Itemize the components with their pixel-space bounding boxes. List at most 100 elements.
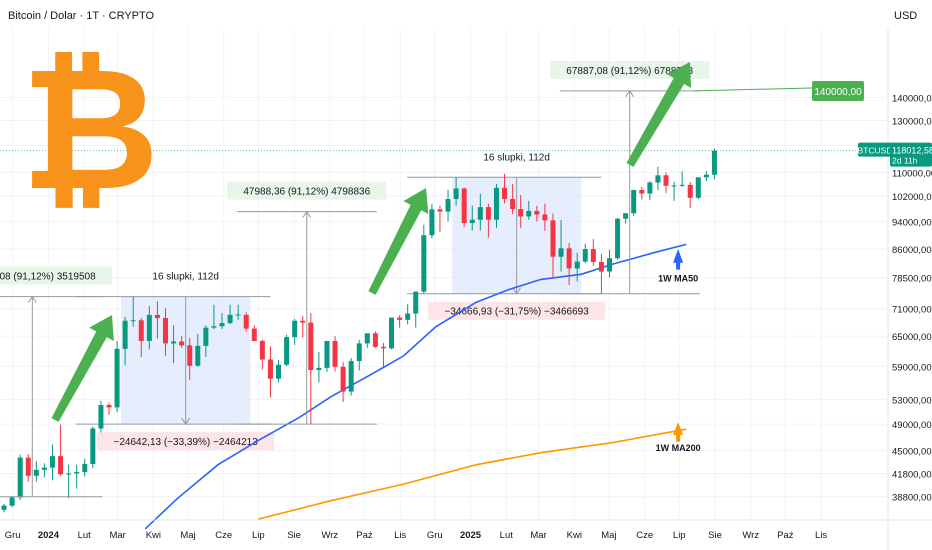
trend-arrow-shape (51, 314, 114, 422)
candle (74, 472, 80, 474)
time-tick-label: Sie (287, 530, 301, 541)
time-tick-label: Lis (394, 530, 406, 541)
candle (106, 404, 112, 408)
currency-label[interactable]: USD (894, 10, 917, 22)
candle (679, 184, 685, 186)
candle (324, 340, 330, 368)
rise-badge (0, 266, 113, 285)
price-tick-label: 53000,00 (892, 396, 932, 407)
time-tick-label: Lis (815, 530, 827, 541)
ma200-path (258, 428, 687, 520)
time-tick-label: 2024 (38, 530, 60, 541)
candle (631, 189, 637, 214)
range-change-label: −24642,13 (−33,39%) −2464213 (114, 437, 259, 448)
time-tick-label: Cze (215, 530, 232, 541)
candle (615, 218, 621, 259)
candle (332, 340, 338, 367)
candle (380, 346, 386, 349)
candle (66, 473, 72, 475)
price-tick-label: 71000,00 (892, 305, 932, 316)
candle (493, 187, 499, 220)
price-tick-label: 65000,00 (892, 332, 932, 343)
time-tick-label: Wrz (321, 530, 338, 541)
price-tick-label: 41800,00 (892, 470, 932, 481)
candle (227, 314, 233, 324)
target-badge (812, 81, 864, 101)
symbol-label: BTCUSD (858, 146, 893, 156)
ma200-arrow-icon (673, 422, 684, 442)
time-tick-label: Mar (109, 530, 125, 541)
candle (340, 366, 346, 392)
candle (461, 188, 467, 224)
candle (138, 320, 144, 341)
ma50-path (144, 243, 687, 530)
candle (655, 175, 661, 183)
price-tick-label: 102000,00 (892, 192, 932, 203)
price-tick-label: 140000,00 (892, 93, 932, 104)
rise-arrowhead (625, 89, 635, 98)
price-tick-label: 45000,00 (892, 447, 932, 458)
trend-arrow-icon (368, 188, 429, 295)
candle (203, 327, 209, 346)
candle (469, 219, 475, 224)
candle (154, 314, 160, 319)
symbol-badge (858, 142, 892, 157)
ma50-line (144, 243, 687, 530)
candle (162, 318, 168, 344)
time-tick-label: Mar (530, 530, 546, 541)
candle (259, 340, 265, 360)
time-tick-label: Wrz (742, 530, 759, 541)
candle (582, 249, 588, 262)
candle (348, 361, 354, 392)
candle (437, 209, 443, 212)
candle (90, 428, 96, 464)
candle (49, 456, 55, 468)
candle (130, 320, 136, 322)
time-tick-label: Lip (252, 530, 265, 541)
svg-text:₿: ₿ (21, 35, 160, 225)
candle (308, 322, 314, 371)
candle (598, 261, 604, 272)
candle (356, 343, 362, 362)
time-tick-label: Maj (180, 530, 195, 541)
time-tick-label: Sie (708, 530, 722, 541)
candle (114, 348, 120, 408)
candle (122, 320, 128, 349)
candle (687, 184, 693, 198)
rise-label: 47988,36 (91,12%) 4798836 (243, 187, 370, 198)
price-tick-label: 38800,00 (892, 493, 932, 504)
time-tick-label: Kwi (146, 530, 161, 541)
range-drop-arrowhead (181, 417, 191, 425)
time-tick-label: 2025 (460, 530, 482, 541)
price-axis[interactable]: 140000,00130000,00120000,00110000,001020… (858, 28, 932, 550)
candle (300, 320, 306, 323)
candle (219, 323, 225, 327)
candle (1, 505, 7, 510)
candle (195, 345, 201, 366)
price-tick-label: 49000,00 (892, 420, 932, 431)
candle (267, 359, 273, 379)
price-badge (890, 142, 932, 167)
candle (58, 456, 64, 475)
candle (590, 249, 596, 262)
price-tick-label: 86000,00 (892, 245, 932, 256)
candle (542, 214, 548, 221)
candle (211, 326, 217, 328)
trend-arrow-shape (626, 61, 692, 168)
candle (623, 213, 629, 219)
ma50-label: 1W MA50 (658, 273, 698, 283)
candle (98, 404, 104, 429)
candle (292, 320, 298, 338)
time-tick-label: Kwi (567, 530, 582, 541)
target-label: 140000,00 (814, 87, 862, 98)
time-axis[interactable]: Gru 2024 Lut Mar Kwi Maj Cze Lip Sie Wrz Paź Lis Gru… (0, 519, 932, 541)
candle (413, 291, 419, 314)
candle (502, 187, 508, 200)
price-label: 118012,58 (892, 146, 932, 156)
candle (663, 175, 669, 186)
candle (316, 367, 322, 371)
time-tick-label: Lut (78, 530, 92, 541)
candle (25, 457, 31, 476)
candle (179, 341, 185, 346)
